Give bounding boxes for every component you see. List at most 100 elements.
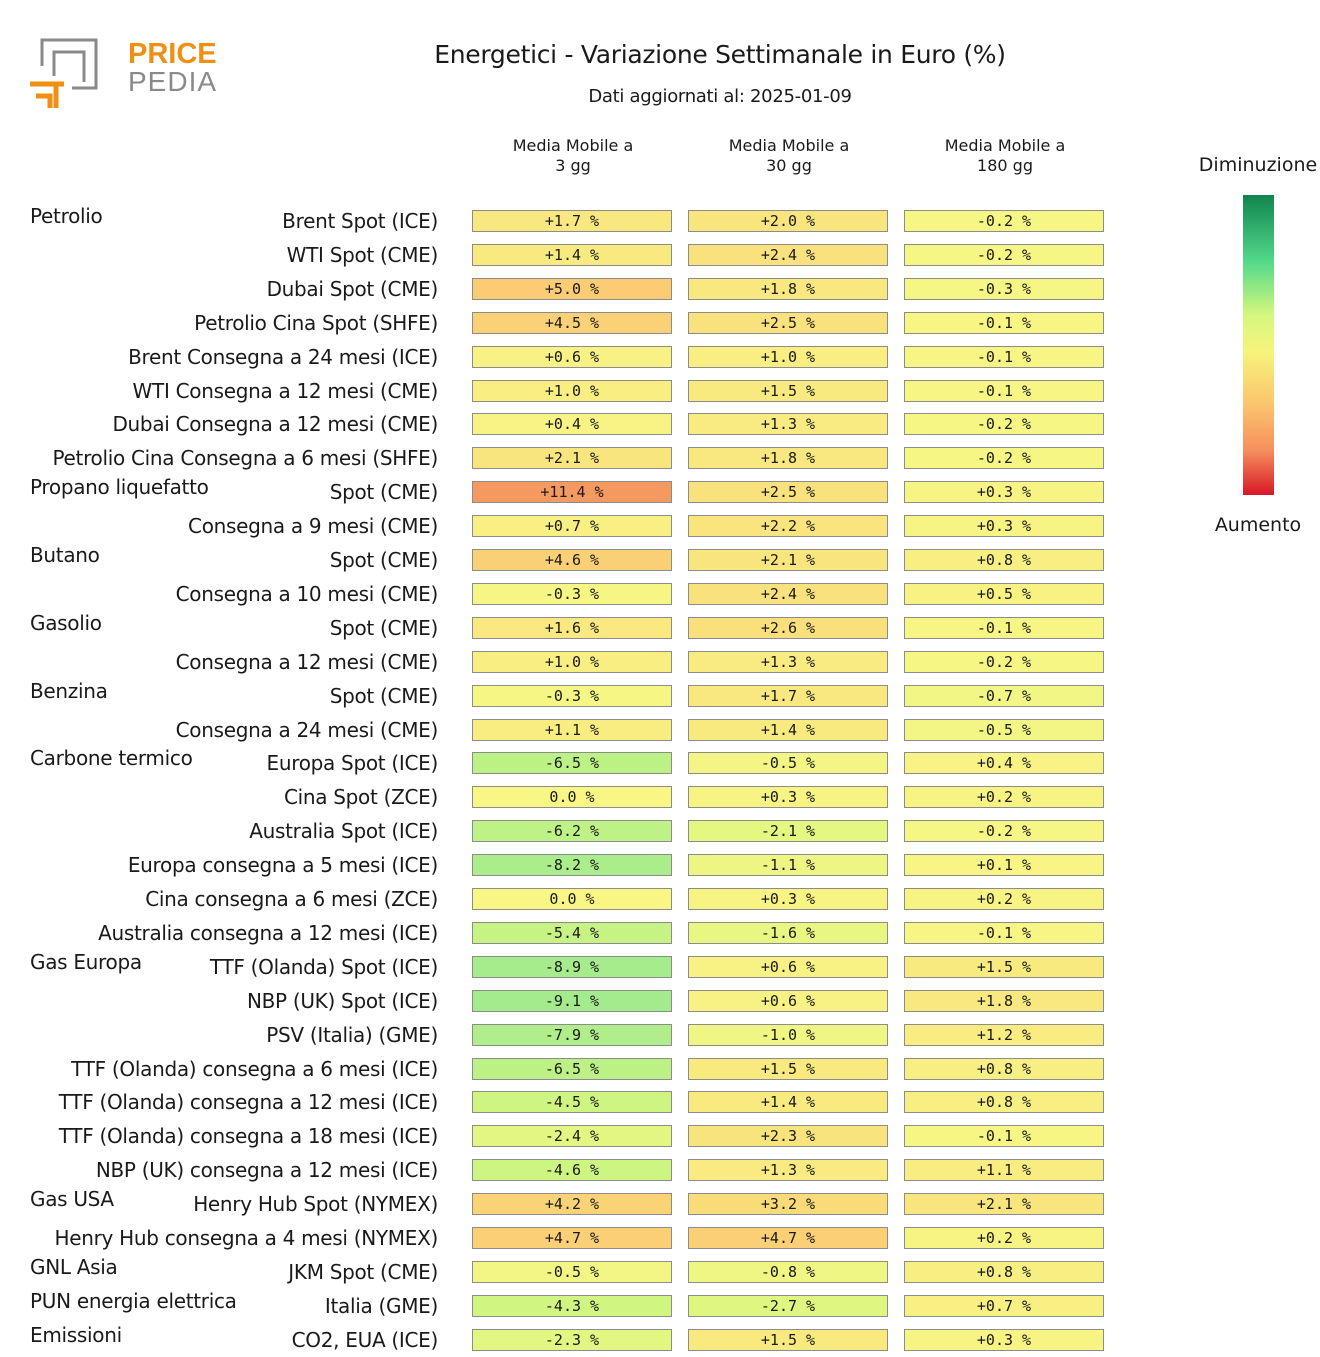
row-label: Cina Spot (ZCE) (283, 785, 438, 810)
chart-title: Energetici - Variazione Settimanale in E… (434, 40, 1006, 69)
heatmap-cell: +1.3 % (688, 1159, 888, 1182)
heatmap-cell: +2.5 % (688, 311, 888, 334)
group-label: Propano liquefatto (30, 475, 209, 500)
row-label: Henry Hub Spot (NYMEX) (193, 1192, 438, 1217)
heatmap-cell: +11.4 % (472, 481, 672, 504)
row-label: Spot (CME) (329, 480, 439, 505)
row-label: NBP (UK) Spot (ICE) (246, 988, 438, 1013)
heatmap-cell: +1.2 % (904, 1023, 1104, 1046)
heatmap-cell: -0.3 % (904, 277, 1104, 300)
group-label: Carbone termico (30, 746, 193, 771)
heatmap-cell: +0.3 % (904, 1328, 1104, 1351)
column-header-3gg: Media Mobile a 3 gg (472, 136, 674, 176)
heatmap-cell: +1.5 % (688, 379, 888, 402)
row-label: Henry Hub consegna a 4 mesi (NYMEX) (54, 1226, 438, 1250)
heatmap-cell: +2.1 % (472, 447, 672, 470)
heatmap-cell: -0.2 % (904, 210, 1104, 232)
legend-label-bottom: Aumento (1214, 514, 1302, 536)
row-label: TTF (Olanda) consegna a 12 mesi (ICE) (58, 1090, 439, 1115)
row-label: Brent Consegna a 24 mesi (ICE) (128, 344, 438, 369)
heatmap-cell: +2.2 % (688, 515, 888, 538)
heatmap-cell: +0.3 % (688, 786, 888, 809)
heatmap-cell: -0.1 % (904, 1125, 1104, 1148)
column-header-line: Media Mobile a (512, 136, 634, 155)
column-header-line: 3 gg (555, 156, 591, 175)
chart-subtitle: Dati aggiornati al: 2025-01-09 (588, 86, 852, 107)
heatmap-cell: -8.9 % (472, 955, 672, 978)
row-label: Consegna a 9 mesi (CME) (188, 514, 438, 539)
row-label: Dubai Spot (CME) (266, 276, 439, 301)
heatmap-cell: -4.3 % (472, 1294, 672, 1317)
logo-mark-icon (30, 38, 98, 108)
heatmap-cell: -8.2 % (472, 854, 672, 877)
heatmap-cell: +0.6 % (472, 345, 672, 368)
heatmap-cell: +1.4 % (472, 243, 672, 266)
row-label: Italia (GME) (324, 1293, 438, 1318)
heatmap-cell: +1.1 % (904, 1159, 1104, 1182)
heatmap-cell: -0.2 % (904, 243, 1104, 266)
heatmap-cell: -2.3 % (472, 1328, 672, 1351)
heatmap-cell: +0.8 % (904, 1260, 1104, 1283)
column-header-line: Media Mobile a (728, 136, 850, 155)
heatmap-cell: -0.3 % (472, 582, 672, 605)
heatmap-cell: +2.5 % (688, 481, 888, 504)
group-label: Gas Europa (30, 949, 142, 974)
heatmap-cell: +1.3 % (688, 650, 888, 673)
group-label: Gas USA (30, 1187, 114, 1212)
row-label: Consegna a 12 mesi (CME) (175, 649, 439, 674)
heatmap-cell: -0.3 % (472, 684, 672, 707)
legend-label-top: Diminuzione (1198, 154, 1318, 176)
column-header-180gg: Media Mobile a 180 gg (904, 136, 1106, 176)
heatmap-cell: +1.6 % (472, 616, 672, 639)
heatmap-cell: +4.5 % (472, 311, 672, 334)
heatmap-cell: -7.9 % (472, 1023, 672, 1046)
column-header-line: Media Mobile a (944, 136, 1066, 155)
heatmap-cell: -0.2 % (904, 413, 1104, 436)
heatmap-cell: +2.4 % (688, 582, 888, 605)
heatmap-cell: -0.2 % (904, 650, 1104, 673)
heatmap-cell: -0.2 % (904, 820, 1104, 843)
heatmap-cell: +1.7 % (472, 210, 672, 232)
heatmap-cell: +2.3 % (688, 1125, 888, 1148)
heatmap-cell: +4.2 % (472, 1193, 672, 1216)
row-label: Spot (CME) (329, 548, 439, 572)
row-label: Cina consegna a 6 mesi (ZCE) (145, 887, 438, 911)
heatmap-cell: +1.5 % (904, 955, 1104, 978)
heatmap-cell: +1.7 % (688, 684, 888, 707)
heatmap-cell: -0.1 % (904, 616, 1104, 639)
heatmap-cell: +1.0 % (472, 379, 672, 402)
row-label: Europa Spot (ICE) (266, 751, 439, 776)
row-label: Australia consegna a 12 mesi (ICE) (98, 920, 438, 945)
heatmap-cell: 0.0 % (472, 786, 672, 809)
row-label: WTI Spot (CME) (286, 242, 439, 267)
heatmap-cell: -1.6 % (688, 921, 888, 944)
heatmap-cell: +0.7 % (904, 1294, 1104, 1317)
heatmap-cell: -2.4 % (472, 1125, 672, 1148)
heatmap-cell: +1.5 % (688, 1057, 888, 1080)
heatmap-cell: -1.0 % (688, 1023, 888, 1046)
heatmap-cell: +1.5 % (688, 1328, 888, 1351)
heatmap-cell: -0.5 % (688, 752, 888, 775)
heatmap-cell: +0.1 % (904, 854, 1104, 877)
heatmap-cell: +1.3 % (688, 413, 888, 436)
heatmap-cell: +4.7 % (688, 1227, 888, 1249)
heatmap-cell: +2.1 % (688, 549, 888, 571)
row-label: Spot (CME) (329, 683, 439, 708)
row-label: Petrolio Cina Consegna a 6 mesi (SHFE) (52, 446, 438, 471)
row-label: WTI Consegna a 12 mesi (CME) (132, 378, 439, 403)
heatmap-cell: +0.7 % (472, 515, 672, 538)
heatmap-cell: +4.6 % (472, 549, 672, 571)
row-label: TTF (Olanda) Spot (ICE) (209, 954, 438, 979)
group-label: PUN energia elettrica (30, 1288, 237, 1313)
heatmap-cell: -0.1 % (904, 345, 1104, 368)
row-label: PSV (Italia) (GME) (266, 1022, 438, 1047)
heatmap-cell: +1.0 % (472, 650, 672, 673)
heatmap-cell: 0.0 % (472, 888, 672, 910)
heatmap-cell: +0.3 % (904, 515, 1104, 538)
heatmap-cell: +0.8 % (904, 1057, 1104, 1080)
row-label: Petrolio Cina Spot (SHFE) (194, 310, 438, 335)
row-label: CO2, EUA (ICE) (291, 1327, 439, 1352)
row-label: NBP (UK) consegna a 12 mesi (ICE) (95, 1158, 438, 1183)
row-label: Europa consegna a 5 mesi (ICE) (127, 853, 438, 878)
heatmap-cell: +0.4 % (472, 413, 672, 436)
